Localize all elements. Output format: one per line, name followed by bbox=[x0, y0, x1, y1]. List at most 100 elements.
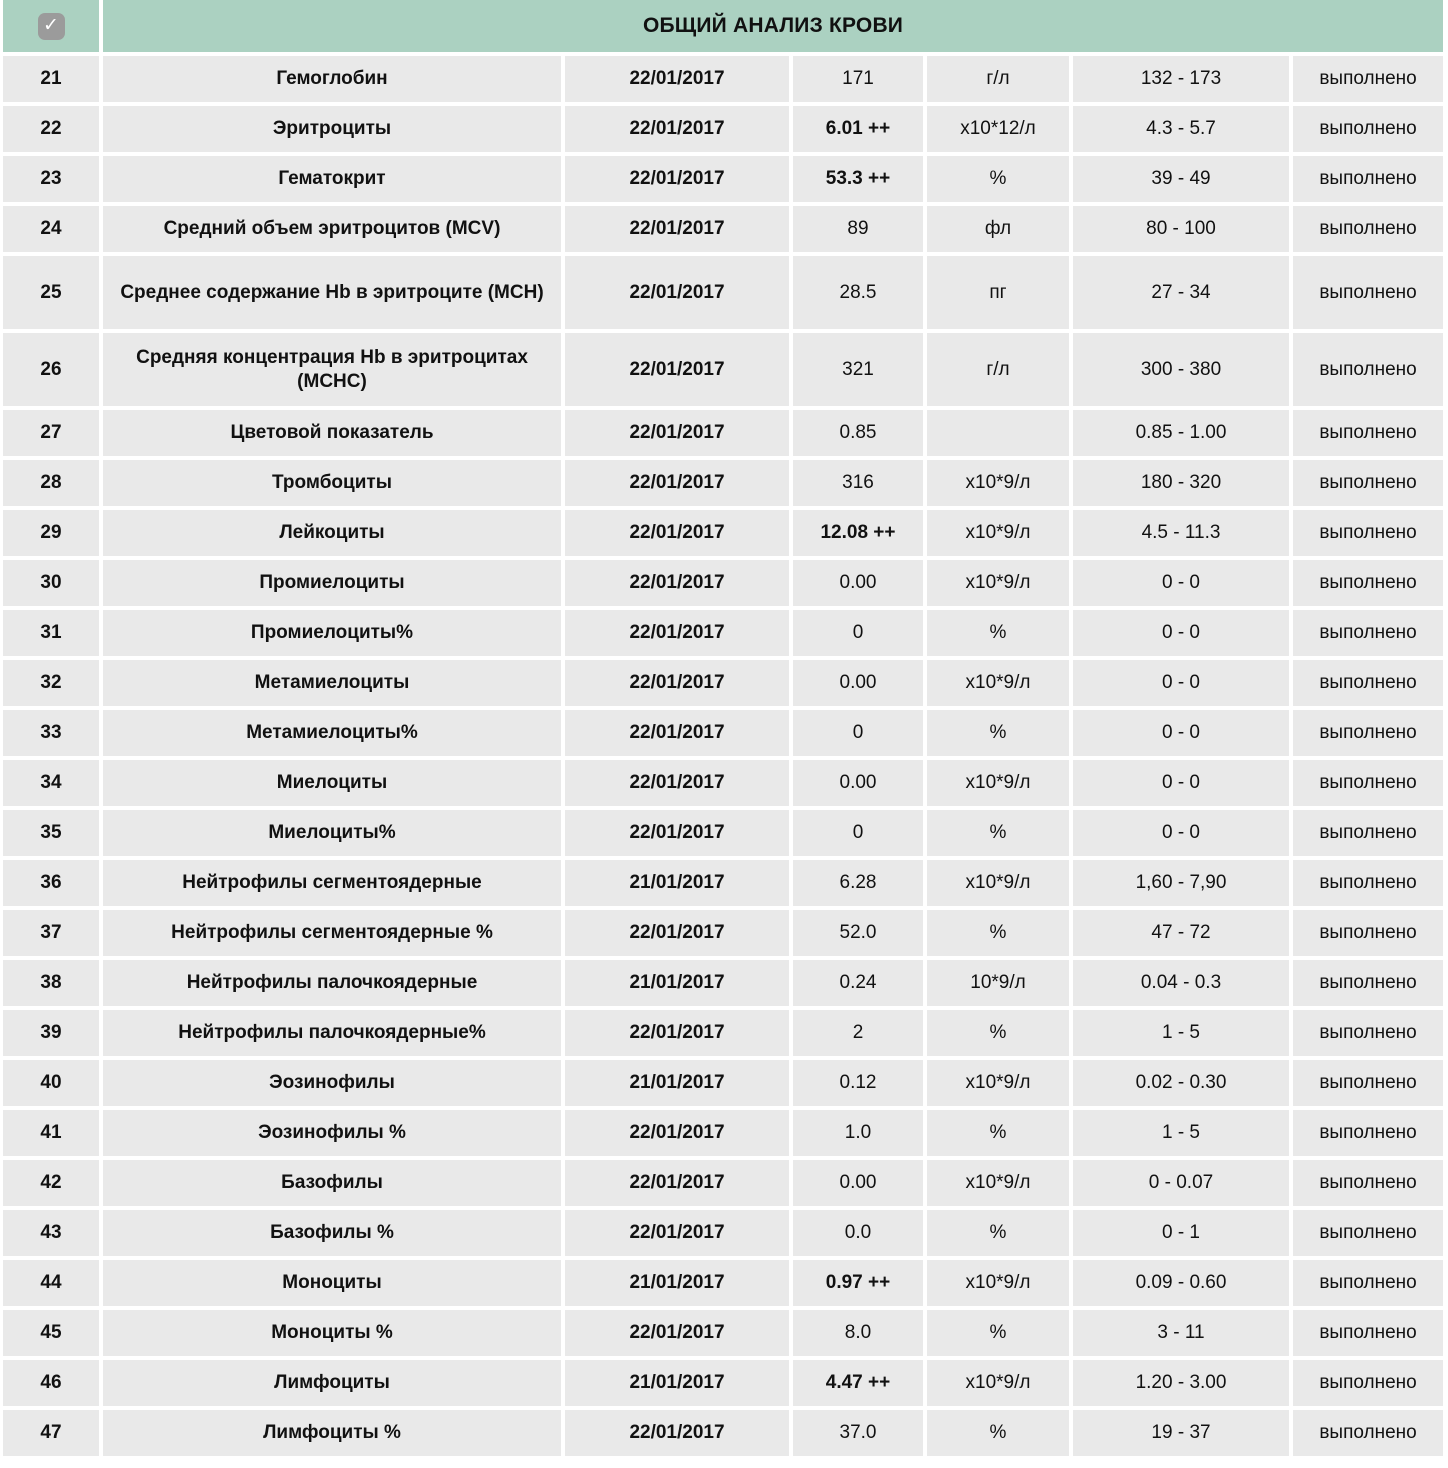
test-value: 171 bbox=[793, 56, 923, 102]
test-value: 0 bbox=[793, 810, 923, 856]
test-name: Цветовой показатель bbox=[103, 410, 561, 456]
table-row: 29 Лейкоциты 22/01/2017 12.08 ++ х10*9/л 4.5 … bbox=[3, 510, 1444, 556]
test-date: 22/01/2017 bbox=[565, 106, 789, 152]
row-number: 43 bbox=[3, 1210, 99, 1256]
test-name: Гематокрит bbox=[103, 156, 561, 202]
status-label: выполнено bbox=[1293, 910, 1444, 956]
test-unit: % bbox=[927, 910, 1069, 956]
test-unit: х10*9/л bbox=[927, 760, 1069, 806]
status-label: выполнено bbox=[1293, 560, 1444, 606]
test-unit: х10*9/л bbox=[927, 460, 1069, 506]
test-unit: % bbox=[927, 610, 1069, 656]
test-value: 0 bbox=[793, 710, 923, 756]
reference-range: 132 - 173 bbox=[1073, 56, 1289, 102]
section-checkbox[interactable]: ✓ bbox=[37, 12, 65, 40]
status-label: выполнено bbox=[1293, 1210, 1444, 1256]
test-date: 22/01/2017 bbox=[565, 56, 789, 102]
test-date: 22/01/2017 bbox=[565, 1160, 789, 1206]
table-row: 33 Метамиелоциты% 22/01/2017 0% 0 - 0 выполне… bbox=[3, 710, 1444, 756]
status-label: выполнено bbox=[1293, 1010, 1444, 1056]
test-value: 0.00 bbox=[793, 760, 923, 806]
test-unit: 10*9/л bbox=[927, 960, 1069, 1006]
test-name: Гемоглобин bbox=[103, 56, 561, 102]
table-row: 26 Средняя концентрация Hb в эритроцитах … bbox=[3, 333, 1444, 406]
row-number: 36 bbox=[3, 860, 99, 906]
status-label: выполнено bbox=[1293, 1110, 1444, 1156]
row-number: 47 bbox=[3, 1410, 99, 1456]
test-value: 0.24 bbox=[793, 960, 923, 1006]
table-row: 43 Базофилы % 22/01/2017 0.0% 0 - 1 выполнено bbox=[3, 1210, 1444, 1256]
row-number: 29 bbox=[3, 510, 99, 556]
test-value: 6.01 ++ bbox=[793, 106, 923, 152]
reference-range: 0 - 0.07 bbox=[1073, 1160, 1289, 1206]
test-name: Лимфоциты % bbox=[103, 1410, 561, 1456]
table-row: 24 Средний объем эритроцитов (MCV) 22/01/2… bbox=[3, 206, 1444, 252]
test-value: 52.0 bbox=[793, 910, 923, 956]
row-number: 37 bbox=[3, 910, 99, 956]
reference-range: 0 - 0 bbox=[1073, 810, 1289, 856]
row-number: 21 bbox=[3, 56, 99, 102]
test-name: Средняя концентрация Hb в эритроцитах (M… bbox=[103, 333, 561, 406]
table-row: 22 Эритроциты 22/01/2017 6.01 ++ х10*12/л 4.3… bbox=[3, 106, 1444, 152]
table-row: 36 Нейтрофилы сегментоядерные 21/01/2017 6.… bbox=[3, 860, 1444, 906]
row-number: 26 bbox=[3, 333, 99, 406]
table-row: 40 Эозинофилы 21/01/2017 0.12 х10*9/л 0.02 - … bbox=[3, 1060, 1444, 1106]
status-label: выполнено bbox=[1293, 206, 1444, 252]
test-date: 22/01/2017 bbox=[565, 610, 789, 656]
test-unit: г/л bbox=[927, 56, 1069, 102]
row-number: 41 bbox=[3, 1110, 99, 1156]
test-date: 22/01/2017 bbox=[565, 1110, 789, 1156]
test-name: Нейтрофилы сегментоядерные % bbox=[103, 910, 561, 956]
table-row: 31 Промиелоциты% 22/01/2017 0% 0 - 0 выполнен… bbox=[3, 610, 1444, 656]
test-unit: х10*9/л bbox=[927, 860, 1069, 906]
row-number: 28 bbox=[3, 460, 99, 506]
status-label: выполнено bbox=[1293, 1360, 1444, 1406]
row-number: 33 bbox=[3, 710, 99, 756]
row-number: 39 bbox=[3, 1010, 99, 1056]
test-date: 22/01/2017 bbox=[565, 560, 789, 606]
test-date: 22/01/2017 bbox=[565, 1410, 789, 1456]
table-row: 46 Лимфоциты 21/01/2017 4.47 ++ х10*9/л 1.20 … bbox=[3, 1360, 1444, 1406]
test-unit: г/л bbox=[927, 333, 1069, 406]
reference-range: 0 - 0 bbox=[1073, 760, 1289, 806]
row-number: 30 bbox=[3, 560, 99, 606]
test-name: Нейтрофилы палочкоядерные% bbox=[103, 1010, 561, 1056]
row-number: 44 bbox=[3, 1260, 99, 1306]
status-label: выполнено bbox=[1293, 960, 1444, 1006]
test-unit: % bbox=[927, 1410, 1069, 1456]
reference-range: 27 - 34 bbox=[1073, 256, 1289, 329]
status-label: выполнено bbox=[1293, 610, 1444, 656]
test-unit: % bbox=[927, 810, 1069, 856]
reference-range: 300 - 380 bbox=[1073, 333, 1289, 406]
status-label: выполнено bbox=[1293, 156, 1444, 202]
test-date: 22/01/2017 bbox=[565, 410, 789, 456]
test-value: 12.08 ++ bbox=[793, 510, 923, 556]
test-value: 0.12 bbox=[793, 1060, 923, 1106]
table-row: 42 Базофилы 22/01/2017 0.00 х10*9/л 0 - 0.07 в… bbox=[3, 1160, 1444, 1206]
test-unit: х10*9/л bbox=[927, 1260, 1069, 1306]
status-label: выполнено bbox=[1293, 410, 1444, 456]
test-unit: % bbox=[927, 1110, 1069, 1156]
status-label: выполнено bbox=[1293, 1310, 1444, 1356]
test-name: Базофилы bbox=[103, 1160, 561, 1206]
test-date: 22/01/2017 bbox=[565, 256, 789, 329]
test-unit: пг bbox=[927, 256, 1069, 329]
test-value: 0.00 bbox=[793, 660, 923, 706]
test-value: 6.28 bbox=[793, 860, 923, 906]
row-number: 38 bbox=[3, 960, 99, 1006]
test-date: 21/01/2017 bbox=[565, 1360, 789, 1406]
row-number: 25 bbox=[3, 256, 99, 329]
test-name: Метамиелоциты bbox=[103, 660, 561, 706]
test-unit: % bbox=[927, 1210, 1069, 1256]
test-value: 0.00 bbox=[793, 560, 923, 606]
reference-range: 39 - 49 bbox=[1073, 156, 1289, 202]
test-date: 22/01/2017 bbox=[565, 1010, 789, 1056]
test-unit: х10*9/л bbox=[927, 510, 1069, 556]
status-label: выполнено bbox=[1293, 1260, 1444, 1306]
test-date: 21/01/2017 bbox=[565, 1060, 789, 1106]
reference-range: 4.3 - 5.7 bbox=[1073, 106, 1289, 152]
table-header: ✓ ОБЩИЙ АНАЛИЗ КРОВИ bbox=[3, 0, 1444, 52]
test-name: Лимфоциты bbox=[103, 1360, 561, 1406]
test-value: 37.0 bbox=[793, 1410, 923, 1456]
status-label: выполнено bbox=[1293, 760, 1444, 806]
